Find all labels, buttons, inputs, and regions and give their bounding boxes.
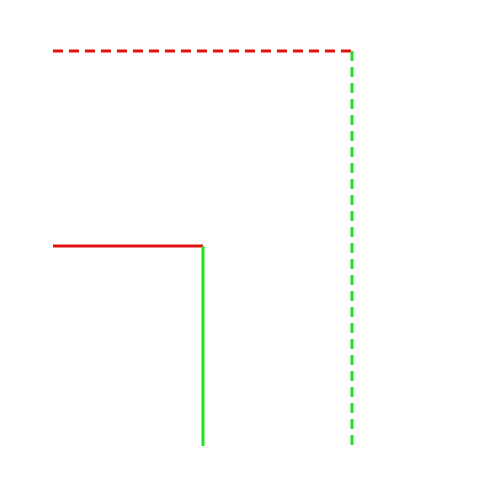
line-segments <box>53 49 354 446</box>
